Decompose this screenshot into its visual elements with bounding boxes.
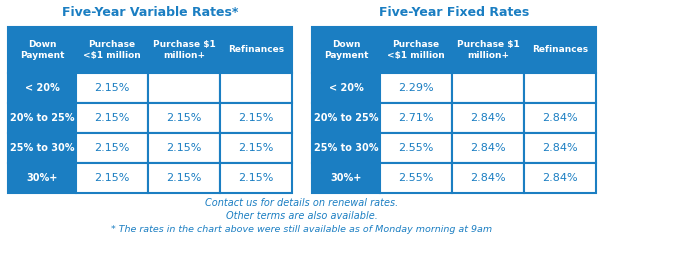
- Text: Five-Year Fixed Rates: Five-Year Fixed Rates: [379, 5, 529, 19]
- Bar: [8, 73, 76, 103]
- Text: 30%+: 30%+: [330, 173, 361, 183]
- Text: 25% to 30%: 25% to 30%: [314, 143, 379, 153]
- Text: Down
Payment: Down Payment: [20, 40, 65, 60]
- Text: Purchase
<$1 million: Purchase <$1 million: [83, 40, 141, 60]
- Bar: [312, 103, 380, 133]
- Text: 2.29%: 2.29%: [398, 83, 433, 93]
- Bar: [220, 133, 292, 163]
- Text: Five-Year Variable Rates*: Five-Year Variable Rates*: [62, 5, 238, 19]
- Bar: [452, 73, 524, 103]
- Text: 2.15%: 2.15%: [166, 143, 202, 153]
- Text: 2.71%: 2.71%: [398, 113, 433, 123]
- Bar: [76, 73, 148, 103]
- Bar: [220, 103, 292, 133]
- Text: Purchase $1
million+: Purchase $1 million+: [153, 40, 216, 60]
- Bar: [312, 73, 380, 103]
- Bar: [380, 73, 452, 103]
- Text: 2.84%: 2.84%: [542, 173, 578, 183]
- Text: 2.84%: 2.84%: [470, 173, 506, 183]
- Text: Contact us for details on renewal rates.: Contact us for details on renewal rates.: [205, 198, 398, 208]
- Bar: [452, 103, 524, 133]
- Bar: [220, 163, 292, 193]
- Text: 2.15%: 2.15%: [166, 113, 202, 123]
- Bar: [524, 163, 596, 193]
- Text: 2.15%: 2.15%: [94, 83, 130, 93]
- Bar: [452, 133, 524, 163]
- Text: Refinances: Refinances: [532, 46, 588, 55]
- Text: 2.84%: 2.84%: [542, 113, 578, 123]
- Text: 20% to 25%: 20% to 25%: [314, 113, 379, 123]
- Text: 2.55%: 2.55%: [398, 173, 433, 183]
- Bar: [312, 133, 380, 163]
- Bar: [8, 103, 76, 133]
- Bar: [148, 73, 220, 103]
- Text: 2.84%: 2.84%: [470, 143, 506, 153]
- Bar: [76, 103, 148, 133]
- Bar: [148, 133, 220, 163]
- Text: < 20%: < 20%: [25, 83, 59, 93]
- Text: 2.84%: 2.84%: [470, 113, 506, 123]
- Text: 2.15%: 2.15%: [166, 173, 202, 183]
- Bar: [380, 163, 452, 193]
- Text: 2.15%: 2.15%: [94, 143, 130, 153]
- Text: 2.84%: 2.84%: [542, 143, 578, 153]
- Bar: [8, 163, 76, 193]
- Text: 2.15%: 2.15%: [238, 143, 273, 153]
- Text: 2.15%: 2.15%: [238, 173, 273, 183]
- Text: Refinances: Refinances: [228, 46, 284, 55]
- Bar: [148, 103, 220, 133]
- Text: 2.55%: 2.55%: [398, 143, 433, 153]
- Bar: [76, 133, 148, 163]
- Bar: [524, 133, 596, 163]
- Bar: [220, 73, 292, 103]
- Bar: [380, 133, 452, 163]
- Bar: [8, 27, 292, 73]
- Text: < 20%: < 20%: [328, 83, 363, 93]
- Text: 30%+: 30%+: [26, 173, 58, 183]
- Text: Purchase $1
million+: Purchase $1 million+: [457, 40, 519, 60]
- Bar: [312, 27, 596, 73]
- Text: 2.15%: 2.15%: [94, 173, 130, 183]
- Text: 25% to 30%: 25% to 30%: [10, 143, 74, 153]
- Bar: [8, 133, 76, 163]
- Bar: [524, 73, 596, 103]
- Text: Purchase
<$1 million: Purchase <$1 million: [387, 40, 445, 60]
- Bar: [524, 103, 596, 133]
- Bar: [312, 163, 380, 193]
- Text: Other terms are also available.: Other terms are also available.: [226, 211, 378, 221]
- Bar: [148, 163, 220, 193]
- Text: 20% to 25%: 20% to 25%: [10, 113, 74, 123]
- Bar: [76, 163, 148, 193]
- Text: Down
Payment: Down Payment: [324, 40, 368, 60]
- Bar: [380, 103, 452, 133]
- Text: 2.15%: 2.15%: [238, 113, 273, 123]
- Text: * The rates in the chart above were still available as of Monday morning at 9am: * The rates in the chart above were stil…: [111, 224, 493, 234]
- Text: 2.15%: 2.15%: [94, 113, 130, 123]
- Bar: [452, 163, 524, 193]
